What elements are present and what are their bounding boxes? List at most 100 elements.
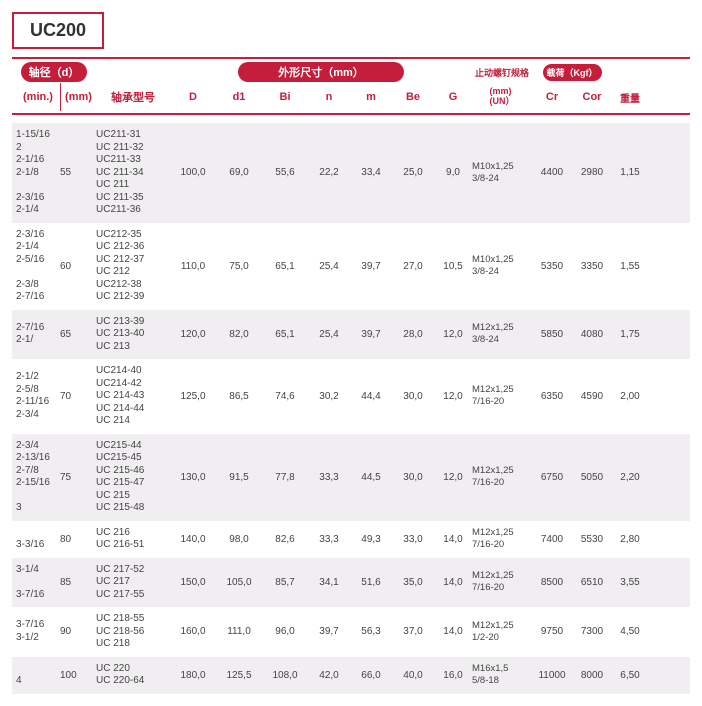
cell-D hc: 130,0	[170, 472, 216, 483]
cell-Be hc: 27,0	[392, 261, 434, 272]
cell-G hc: 16,0	[434, 670, 472, 681]
cell-G hc: 12,0	[434, 472, 472, 483]
cell-Cor hc: 5530	[572, 534, 612, 545]
cell-G hc: 14,0	[434, 577, 472, 588]
cell-Bi hc: 65,1	[262, 261, 308, 272]
cell-model: UC 213-39UC 213-40UC 213	[96, 316, 170, 354]
cell-m hc: 51,6	[350, 577, 392, 588]
cell-Cr hc: 5350	[532, 261, 572, 272]
cell-Be hc: 40,0	[392, 670, 434, 681]
hdr-Be: Be	[392, 83, 434, 111]
hdr-D: D	[170, 83, 216, 111]
cell-D hc: 140,0	[170, 534, 216, 545]
cell-Cr hc: 7400	[532, 534, 572, 545]
cell-Bi hc: 55,6	[262, 167, 308, 178]
cell-m hc: 44,5	[350, 472, 392, 483]
cell-mm: 70	[60, 391, 96, 402]
cell-mm: 55	[60, 167, 96, 178]
table-header: 轴径（d） 外形尺寸（mm） 止动螺钉规格 载荷（Kgf） (min.) (mm…	[12, 57, 690, 115]
table-row: 4100UC 220UC 220-64180,0125,5108,042,066…	[12, 657, 690, 694]
cell-model: UC214-40UC214-42UC 214-43UC 214-44UC 214	[96, 365, 170, 428]
cell-n hc: 25,4	[308, 329, 350, 340]
cell-Bi hc: 85,7	[262, 577, 308, 588]
table-row: 2-3/162-1/42-5/16 2-3/82-7/1660UC212-35U…	[12, 223, 690, 310]
cell-n hc: 30,2	[308, 391, 350, 402]
cell-Be hc: 30,0	[392, 391, 434, 402]
cell-Be hc: 35,0	[392, 577, 434, 588]
cell-model: UC 217-52UC 217UC 217-55	[96, 564, 170, 602]
cell-wt hc: 2,00	[612, 391, 648, 402]
table-body: 1-15/1622-1/162-1/8 2-3/162-1/455UC211-3…	[12, 123, 690, 694]
hdr-min: (min.)	[12, 83, 60, 111]
cell-wt hc: 1,15	[612, 167, 648, 178]
hdr-Cr: Cr	[532, 83, 572, 111]
cell-Cor hc: 4590	[572, 391, 612, 402]
hdr-n: n	[308, 83, 350, 111]
cell-m hc: 66,0	[350, 670, 392, 681]
cell-D hc: 100,0	[170, 167, 216, 178]
cell-mm: 60	[60, 261, 96, 272]
cell-Cr hc: 6350	[532, 391, 572, 402]
cell-m hc: 49,3	[350, 534, 392, 545]
cell-wt hc: 2,80	[612, 534, 648, 545]
cell-m hc: 44,4	[350, 391, 392, 402]
hdr-mm: (mm)	[60, 83, 96, 111]
cell-wt hc: 1,55	[612, 261, 648, 272]
cell-m hc: 39,7	[350, 261, 392, 272]
cell-mm: 100	[60, 670, 96, 681]
cell-n hc: 33,3	[308, 534, 350, 545]
cell-screw: M12x1,257/16-20	[472, 465, 532, 489]
cell-Cor hc: 3350	[572, 261, 612, 272]
cell-min: 4	[12, 663, 60, 688]
cell-d1 hc: 105,0	[216, 577, 262, 588]
cell-model: UC 220UC 220-64	[96, 663, 170, 688]
cell-G hc: 14,0	[434, 534, 472, 545]
cell-D hc: 180,0	[170, 670, 216, 681]
cell-Be hc: 28,0	[392, 329, 434, 340]
cell-model: UC211-31UC 211-32UC211-33UC 211-34UC 211…	[96, 129, 170, 217]
cell-screw: M12x1,253/8-24	[472, 322, 532, 346]
cell-n hc: 33,3	[308, 472, 350, 483]
cell-wt hc: 2,20	[612, 472, 648, 483]
cell-d1 hc: 82,0	[216, 329, 262, 340]
cell-min: 2-7/162-1/	[12, 322, 60, 347]
cell-screw: M12x1,257/16-20	[472, 527, 532, 551]
cell-D hc: 125,0	[170, 391, 216, 402]
cell-Be hc: 25,0	[392, 167, 434, 178]
cell-d1 hc: 91,5	[216, 472, 262, 483]
cell-Cr hc: 11000	[532, 670, 572, 681]
cell-mm: 80	[60, 534, 96, 545]
cell-Cor hc: 2980	[572, 167, 612, 178]
cell-d1 hc: 75,0	[216, 261, 262, 272]
table-row: 3-3/1680UC 216UC 216-51140,098,082,633,3…	[12, 521, 690, 558]
cell-Cor hc: 5050	[572, 472, 612, 483]
hdr-screw-spec: 止动螺钉规格	[472, 61, 532, 83]
hdr-screw-sub: (mm) (UN）	[472, 83, 532, 111]
cell-Cor hc: 8000	[572, 670, 612, 681]
cell-mm: 85	[60, 577, 96, 588]
cell-model: UC212-35UC 212-36UC 212-37UC 212UC212-38…	[96, 229, 170, 304]
cell-min: 3-3/16	[12, 527, 60, 552]
cell-Cor hc: 6510	[572, 577, 612, 588]
hdr-model: 轴承型号	[96, 83, 170, 111]
cell-wt hc: 6,50	[612, 670, 648, 681]
cell-mm: 65	[60, 329, 96, 340]
hdr-outer-dim: 外形尺寸（mm）	[238, 62, 404, 82]
cell-wt hc: 1,75	[612, 329, 648, 340]
cell-G hc: 12,0	[434, 329, 472, 340]
cell-mm: 75	[60, 472, 96, 483]
cell-Cr hc: 5850	[532, 329, 572, 340]
table-row: 2-3/42-13/162-7/82-15/16 375UC215-44UC21…	[12, 434, 690, 521]
cell-model: UC 216UC 216-51	[96, 527, 170, 552]
cell-d1 hc: 86,5	[216, 391, 262, 402]
cell-min: 2-3/42-13/162-7/82-15/16 3	[12, 440, 60, 515]
cell-wt hc: 3,55	[612, 577, 648, 588]
cell-Be hc: 30,0	[392, 472, 434, 483]
cell-screw: M10x1,253/8-24	[472, 254, 532, 278]
cell-min: 3-1/4 3-7/16	[12, 564, 60, 602]
cell-m hc: 33,4	[350, 167, 392, 178]
hdr-d1: d1	[216, 83, 262, 111]
cell-Cor hc: 4080	[572, 329, 612, 340]
hdr-weight: 重量	[612, 83, 648, 111]
cell-min: 2-1/22-5/82-11/162-3/4	[12, 371, 60, 421]
